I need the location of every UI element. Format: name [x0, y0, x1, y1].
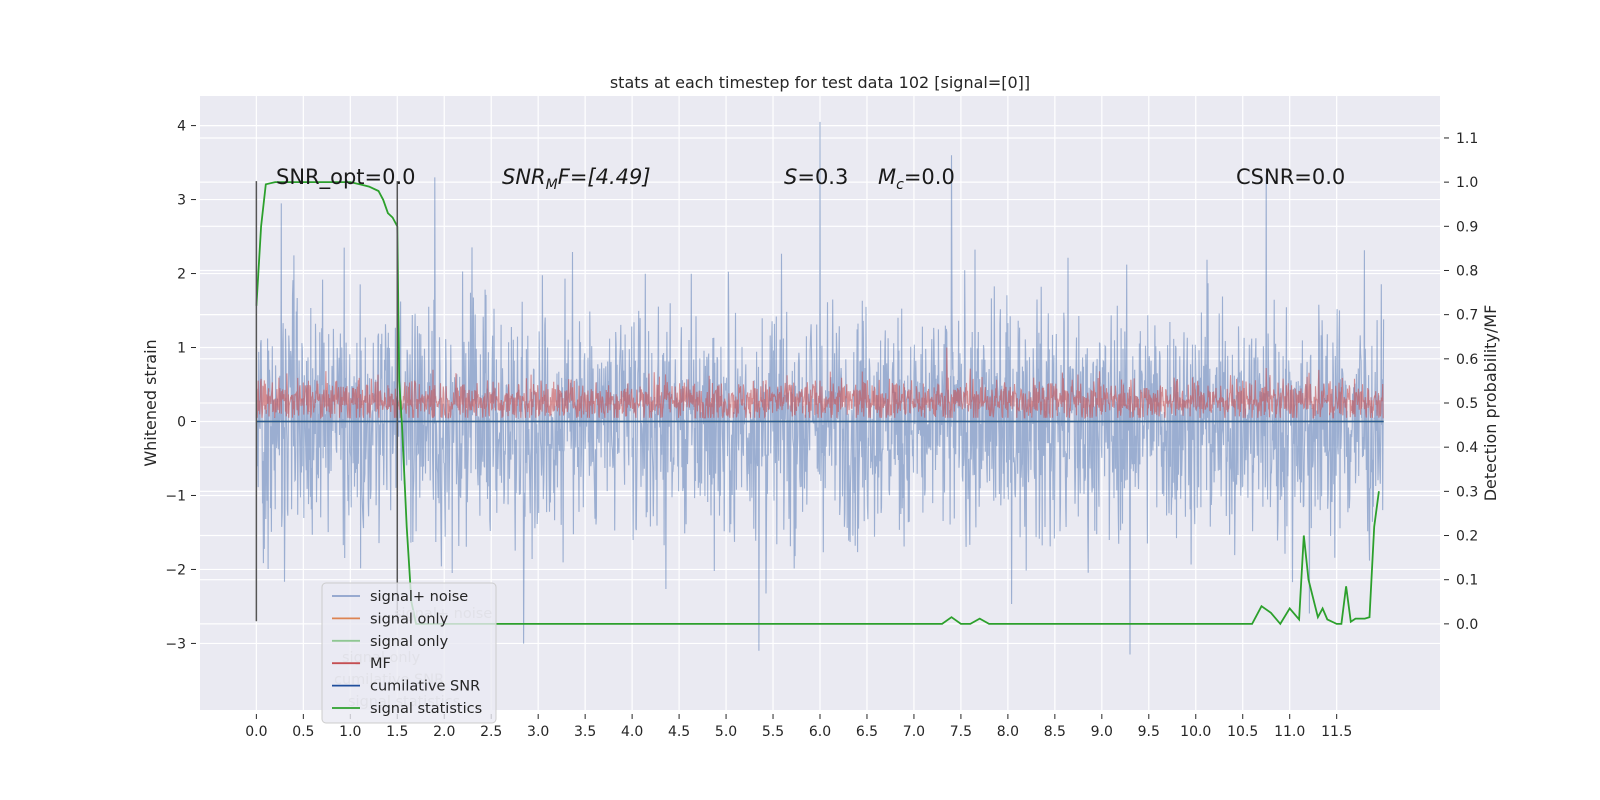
y-tick-label: 4: [177, 119, 186, 135]
x-tick-label: 2.0: [433, 724, 455, 740]
y-tick-label: 3: [177, 193, 186, 209]
annotation-snr-mf-main: SNR: [502, 165, 546, 189]
series-layer: [255, 121, 1385, 655]
x-tick-label: 0.0: [245, 724, 267, 740]
y-axis-label: Whitened strain: [141, 339, 160, 466]
y2-tick-label: 0.2: [1456, 529, 1478, 545]
x-tick-label: 9.5: [1138, 724, 1160, 740]
annotation-mc-main: M: [878, 165, 896, 189]
legend-label: signal only: [370, 634, 449, 650]
x-tick-label: 11.5: [1321, 724, 1352, 740]
y2-tick-label: 0.5: [1456, 396, 1478, 412]
y2-tick-label: 1.1: [1456, 131, 1478, 147]
x-tick-label: 6.0: [809, 724, 831, 740]
x-tick-label: 8.0: [997, 724, 1019, 740]
y2-tick-label: 1.0: [1456, 175, 1478, 191]
x-tick-label: 4.5: [668, 724, 690, 740]
y-axis-ticks: 4 3 2 1 0 −1 −2 −3: [165, 119, 196, 652]
x-tick-label: 3.5: [574, 724, 596, 740]
y-tick-label: −1: [165, 488, 186, 504]
legend-label: signal statistics: [370, 701, 482, 717]
x-tick-label: 4.0: [621, 724, 643, 740]
annotation-mc: Mc=0.0: [878, 165, 955, 193]
x-axis-ticks: 0.0 0.5 1.0 1.5 2.0 2.5 3.0 3.5 4.0 4.5 5.0 5.5 6.0 6…: [245, 714, 1352, 740]
y2-axis-label: Detection probability/MF: [1481, 305, 1500, 502]
annotation-mc-rest: =0.0: [904, 165, 955, 189]
legend-label: signal only: [370, 611, 449, 627]
annotation-s-main: S: [784, 165, 797, 189]
y-tick-label: −3: [165, 636, 186, 652]
y2-tick-label: 0.1: [1456, 573, 1478, 589]
y2-axis-ticks: 1.1 1.0 0.9 0.8 0.7 0.6 0.5 0.4 0.3 0.2 0.1 0.0: [1444, 131, 1478, 633]
y-tick-label: 0: [177, 414, 186, 430]
legend-label: signal+ noise: [370, 589, 468, 605]
y2-tick-label: 0.7: [1456, 308, 1478, 324]
chart-title: stats at each timestep for test data 102…: [610, 73, 1030, 92]
x-tick-label: 1.5: [386, 724, 408, 740]
x-tick-label: 8.5: [1044, 724, 1066, 740]
annotation-csnr: CSNR=0.0: [1236, 165, 1345, 189]
x-tick-label: 6.5: [856, 724, 878, 740]
y-tick-label: −2: [165, 562, 186, 578]
y2-tick-label: 0.0: [1456, 617, 1478, 633]
annotation-mc-sub: c: [896, 177, 904, 193]
y2-tick-label: 0.9: [1456, 219, 1478, 235]
legend-frame: [321, 582, 497, 724]
annotation-snr-opt: SNR_opt=0.0: [276, 165, 416, 190]
x-tick-label: 5.0: [715, 724, 737, 740]
y-tick-label: 1: [177, 341, 186, 357]
x-tick-label: 1.0: [339, 724, 361, 740]
x-tick-label: 2.5: [480, 724, 502, 740]
x-tick-label: 11.0: [1274, 724, 1305, 740]
annotation-s-rest: =0.3: [797, 165, 848, 189]
legend-label: MF: [370, 656, 391, 672]
series-signal-statistics: [255, 181, 1380, 626]
y2-tick-label: 0.8: [1456, 263, 1478, 279]
annotation-s: S=0.3: [784, 165, 848, 189]
y2-tick-label: 0.6: [1456, 352, 1478, 368]
series-signal-noise: [255, 121, 1385, 655]
y-tick-label: 2: [177, 267, 186, 283]
vertical-markers: [255, 181, 399, 622]
x-tick-label: 10.5: [1227, 724, 1258, 740]
y2-tick-label: 0.4: [1456, 440, 1478, 456]
legend-label: cumilative SNR: [370, 679, 480, 695]
x-tick-label: 10.0: [1180, 724, 1211, 740]
annotation-snr-mf-rest: F=[4.49]: [558, 165, 651, 189]
x-tick-label: 0.5: [292, 724, 314, 740]
x-tick-label: 3.0: [527, 724, 549, 740]
y2-tick-label: 0.3: [1456, 484, 1478, 500]
annotation-snr-mf: SNRMF=[4.49]: [502, 165, 651, 193]
series-mf: [255, 347, 1384, 420]
x-tick-label: 7.5: [950, 724, 972, 740]
x-tick-label: 9.0: [1091, 724, 1113, 740]
legend: signal+ noise signal only signal only MF cum…: [321, 582, 497, 724]
x-tick-label: 5.5: [762, 724, 784, 740]
x-tick-label: 7.0: [903, 724, 925, 740]
annotation-snr-mf-sub: M: [546, 177, 558, 193]
